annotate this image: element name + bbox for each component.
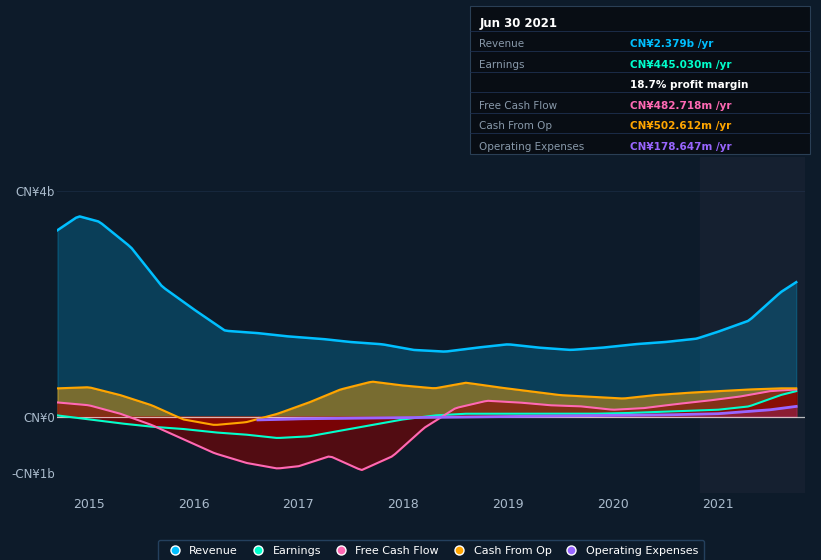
Text: CN¥482.718m /yr: CN¥482.718m /yr <box>630 101 732 111</box>
Legend: Revenue, Earnings, Free Cash Flow, Cash From Op, Operating Expenses: Revenue, Earnings, Free Cash Flow, Cash … <box>158 540 704 560</box>
Text: Jun 30 2021: Jun 30 2021 <box>479 17 557 30</box>
Text: Revenue: Revenue <box>479 39 525 49</box>
Text: Cash From Op: Cash From Op <box>479 122 553 131</box>
Text: Earnings: Earnings <box>479 60 525 69</box>
Text: Free Cash Flow: Free Cash Flow <box>479 101 557 111</box>
Text: Operating Expenses: Operating Expenses <box>479 142 585 152</box>
Bar <box>699 157 805 493</box>
Text: 18.7% profit margin: 18.7% profit margin <box>630 80 748 90</box>
Text: CN¥2.379b /yr: CN¥2.379b /yr <box>630 39 713 49</box>
Text: CN¥445.030m /yr: CN¥445.030m /yr <box>630 60 732 69</box>
Text: CN¥178.647m /yr: CN¥178.647m /yr <box>630 142 732 152</box>
Text: CN¥502.612m /yr: CN¥502.612m /yr <box>630 122 731 131</box>
